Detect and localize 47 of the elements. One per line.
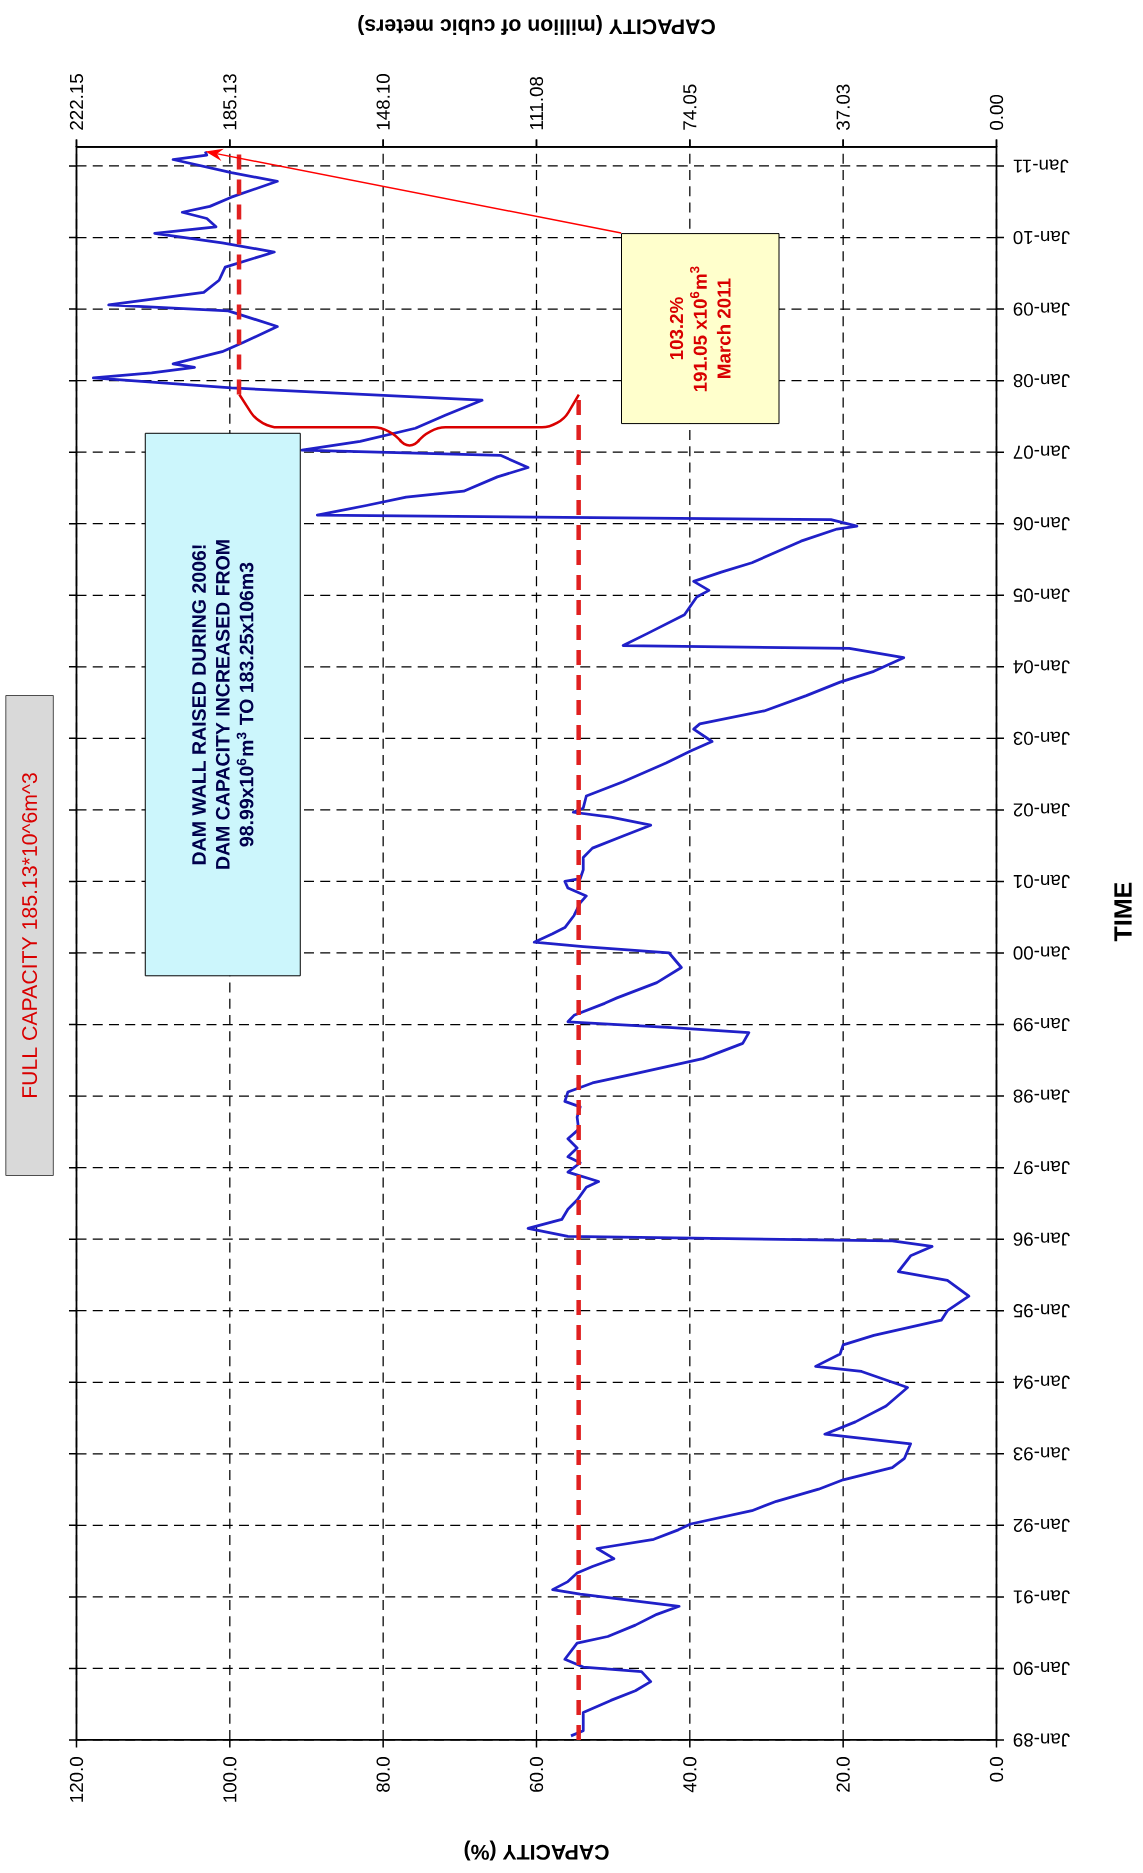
y-tick-label: Jan-00	[1013, 946, 1070, 960]
x-tick-label: 20.0	[836, 1757, 850, 1792]
annotation: 98.99x10$^{6}$m$^{3}$ TO 183.25x106m3	[236, 562, 254, 847]
y-tick-label: Jan-09	[1013, 302, 1070, 316]
x2-tick-label: 185.13	[223, 74, 237, 130]
x2-axis-title: CAPACITY (million of cubic meters)	[358, 15, 715, 35]
y-tick-label: Jan-94	[1013, 1375, 1070, 1389]
y-tick-label: Jan-01	[1013, 874, 1070, 889]
y-tick-label: Jan-92	[1013, 1518, 1070, 1532]
y-tick-label: Jan-96	[1013, 1232, 1070, 1246]
y-tick-label: Jan-97	[1013, 1160, 1070, 1175]
x-axis-title: CAPACITY (%)	[464, 1840, 609, 1861]
y-tick-label: Jan-95	[1013, 1304, 1070, 1318]
x-tick-label: 80.0	[376, 1757, 390, 1792]
x-tick-label: 60.0	[529, 1757, 544, 1792]
y-tick-label: Jan-07	[1013, 445, 1070, 459]
y-tick-label: Jan-99	[1013, 1017, 1070, 1032]
annotation: 191.05 x10$^{6}$m$^{3}$	[689, 266, 707, 392]
x2-tick-label: 111.08	[529, 76, 544, 130]
x-tick-label: 0.0	[989, 1757, 1004, 1782]
x2-tick-label: 148.10	[376, 74, 390, 130]
y-tick-label: Jan-04	[1013, 660, 1070, 674]
annotation: DAM WALL RAISED DURING 2006!	[192, 545, 206, 865]
text: FULL CAPACITY 185.13*10^6m^3	[22, 773, 38, 1098]
x2-tick-label: 222.15	[69, 74, 84, 130]
y-tick-label: Jan-89	[1013, 1733, 1070, 1747]
y-tick-label: Jan-11	[1013, 159, 1069, 173]
y-tick-label: Jan-06	[1013, 517, 1070, 531]
y-tick-label: Jan-08	[1013, 373, 1070, 388]
x2-tick-label: 0.00	[989, 94, 1004, 130]
y-tick-label: Jan-93	[1013, 1447, 1070, 1461]
x-tick-label: 40.0	[683, 1757, 697, 1793]
annotation: March 2011	[716, 278, 731, 378]
x-tick-label: 100.0	[223, 1757, 237, 1802]
y-tick-label: Jan-90	[1013, 1661, 1070, 1676]
x2-tick-label: 37.03	[836, 84, 850, 130]
y-tick-label: Jan-91	[1013, 1590, 1070, 1604]
y-tick-label: Jan-05	[1013, 588, 1070, 602]
y-tick-label: Jan-02	[1013, 803, 1070, 817]
annotation: DAM CAPACITY INCREASED FROM	[215, 540, 230, 869]
x2-tick-label: 74.05	[683, 84, 697, 130]
annotation: 103.2%	[669, 297, 684, 360]
y-tick-label: Jan-98	[1013, 1089, 1070, 1103]
y-axis-title: TIME	[1114, 882, 1132, 942]
y-tick-label: Jan-10	[1013, 230, 1070, 245]
x-tick-label: 120.0	[69, 1757, 84, 1802]
y-tick-label: Jan-03	[1013, 731, 1070, 745]
